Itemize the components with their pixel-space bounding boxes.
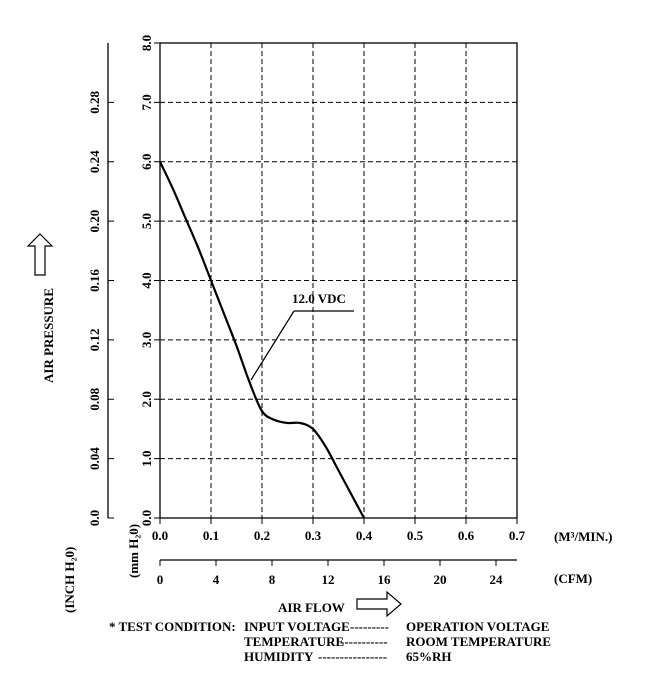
cfm-tick-label: 20 <box>434 572 447 587</box>
inch-tick-label: 0.16 <box>87 269 102 292</box>
x-tick-label: 0.6 <box>458 528 475 543</box>
x-tick-label: 0.0 <box>152 528 168 543</box>
y-tick-label: 5.0 <box>139 213 154 229</box>
right-arrow-icon <box>356 590 402 618</box>
cfm-tick-label: 8 <box>269 572 276 587</box>
cfm-tick-label: 12 <box>322 572 335 587</box>
x-tick-label: 0.7 <box>509 528 526 543</box>
x-tick-label: 0.2 <box>254 528 270 543</box>
y-tick-label: 0.0 <box>139 510 154 526</box>
y-tick-label: 8.0 <box>139 35 154 51</box>
cfm-tick-label: 4 <box>213 572 220 587</box>
condition-label-temperature: TEMPERATURE <box>244 634 344 649</box>
condition-leader-temperature: ----------- <box>340 634 388 649</box>
cfm-tick-label: 16 <box>378 572 392 587</box>
y-tick-label: 1.0 <box>139 451 154 467</box>
x-tick-label: 0.1 <box>203 528 219 543</box>
x-axis-title: AIR FLOW <box>278 600 345 615</box>
test-condition-block: * TEST CONDITION: INPUT VOLTAGE --------… <box>109 619 551 664</box>
inch-tick-label: 0.28 <box>87 91 102 114</box>
x-tick-label: 0.3 <box>305 528 322 543</box>
inch-tick-label: 0.04 <box>87 447 102 470</box>
grid-lines <box>160 43 517 518</box>
chart-axes <box>107 42 518 566</box>
condition-value-humidity: 65%RH <box>406 649 452 664</box>
y-tick-label: 4.0 <box>139 272 154 288</box>
condition-value-input-voltage: OPERATION VOLTAGE <box>406 619 549 634</box>
up-arrow-icon <box>26 233 54 276</box>
series-group <box>159 161 365 519</box>
condition-value-temperature: ROOM TEMPERATURE <box>406 634 551 649</box>
y-tick-label: 7.0 <box>139 94 154 110</box>
tick-labels: 0.0 0.1 0.2 0.3 0.4 0.5 0.6 0.7 0.0 1.0 2.0 3.0 4.0 5… <box>87 35 526 587</box>
y-tick-label: 2.0 <box>139 391 154 407</box>
series-line-12vdc <box>159 161 365 519</box>
x-unit-primary: (M³/MIN.) <box>554 529 612 544</box>
x-tick-label: 0.4 <box>356 528 373 543</box>
inch-tick-label: 0.08 <box>87 387 102 410</box>
y-unit-primary: (mm H₂0) <box>126 524 141 578</box>
x-tick-label: 0.5 <box>407 528 424 543</box>
test-condition-title: * TEST CONDITION: <box>109 619 236 634</box>
condition-label-humidity: HUMIDITY <box>244 649 314 664</box>
inch-tick-label: 0.24 <box>87 150 102 173</box>
inch-tick-label: 0.0 <box>87 510 102 526</box>
condition-label-input-voltage: INPUT VOLTAGE <box>244 619 350 634</box>
inch-tick-label: 0.20 <box>87 210 102 233</box>
y-tick-label: 3.0 <box>139 332 154 348</box>
y-axis-title: AIR PRESSURE <box>41 288 56 383</box>
cfm-tick-label: 24 <box>490 572 504 587</box>
y-tick-label: 6.0 <box>139 154 154 170</box>
cfm-tick-label: 0 <box>157 572 164 587</box>
condition-leader-input-voltage: --------- <box>350 619 389 634</box>
inch-tick-label: 0.12 <box>87 329 102 352</box>
y-unit-secondary: (INCH H₂0) <box>62 547 77 613</box>
series-label-leader <box>250 310 295 381</box>
x-unit-secondary: (CFM) <box>554 571 592 586</box>
series-label-12vdc: 12.0 VDC <box>292 291 346 306</box>
condition-leader-humidity: ---------------- <box>318 649 387 664</box>
